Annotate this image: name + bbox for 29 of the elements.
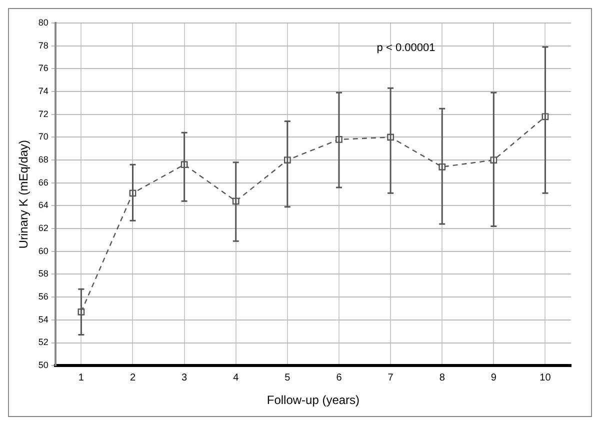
x-tick-label: 6 — [336, 372, 342, 384]
x-tick-label: 10 — [540, 372, 552, 384]
y-tick-label: 58 — [38, 268, 48, 279]
y-tick-label: 50 — [38, 360, 48, 370]
y-axis-title: Urinary K (mEq/day) — [16, 140, 31, 249]
y-tick-label: 72 — [38, 108, 48, 119]
y-tick-label: 74 — [38, 86, 48, 96]
y-tick-label: 66 — [38, 177, 48, 188]
x-tick-label: 1 — [78, 372, 84, 384]
x-tick-label: 7 — [388, 372, 394, 384]
y-tick-label: 78 — [38, 40, 48, 50]
x-tick-label: 2 — [130, 372, 136, 384]
x-tick-label: 4 — [233, 372, 240, 384]
x-tick-label: 8 — [439, 372, 446, 384]
y-tick-label: 62 — [38, 223, 48, 234]
x-tick-label: 9 — [490, 372, 497, 384]
y-tick-label: 56 — [38, 292, 48, 302]
x-axis-title: Follow-up (years) — [266, 393, 360, 408]
y-tick-label: 64 — [38, 200, 48, 210]
y-tick-label: 76 — [38, 63, 48, 74]
x-tick-label: 5 — [284, 372, 291, 384]
annotation: p < 0.00001 — [376, 42, 436, 54]
y-tick-label: 60 — [38, 246, 48, 256]
y-tick-label: 52 — [38, 337, 48, 348]
x-tick-label: 3 — [182, 372, 188, 384]
y-tick-label: 80 — [38, 17, 48, 28]
y-tick-label: 54 — [38, 314, 48, 324]
y-tick-label: 70 — [38, 132, 48, 142]
y-tick-label: 68 — [38, 154, 48, 165]
